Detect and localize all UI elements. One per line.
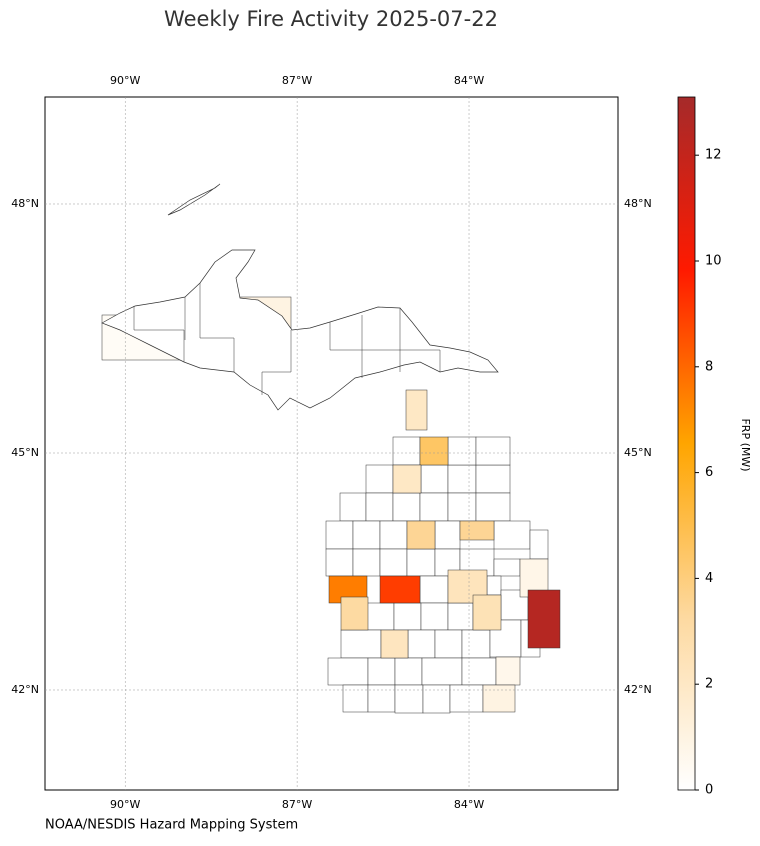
county xyxy=(434,520,461,550)
fire-county xyxy=(419,436,449,466)
x-tick-label: 90°W xyxy=(110,74,140,87)
county xyxy=(486,575,502,596)
county xyxy=(352,520,381,550)
x-tick-label: 90°W xyxy=(110,798,140,811)
county-borders xyxy=(133,283,441,395)
county xyxy=(394,684,424,714)
y-tick-label: 42°N xyxy=(11,683,39,696)
county xyxy=(367,684,396,713)
fire-county xyxy=(495,656,521,686)
county xyxy=(325,548,354,577)
y-tick-label: 45°N xyxy=(624,446,652,459)
map-frame xyxy=(44,96,619,791)
colorbar-tick-label: 10 xyxy=(705,253,722,268)
county xyxy=(493,558,521,577)
county xyxy=(475,492,511,522)
fire-county xyxy=(340,596,369,631)
map-title: Weekly Fire Activity 2025-07-22 xyxy=(164,7,498,31)
colorbar-tick-label: 12 xyxy=(705,148,722,163)
county xyxy=(421,657,463,686)
county xyxy=(461,629,491,659)
county xyxy=(394,657,423,686)
y-tick-label: 48°N xyxy=(11,197,39,210)
county xyxy=(475,464,511,494)
y-tick-label: 48°N xyxy=(624,197,652,210)
county xyxy=(352,548,381,577)
fire-county xyxy=(392,464,422,494)
colorbar-tick-label: 0 xyxy=(705,783,713,798)
upper-peninsula xyxy=(101,249,499,411)
county xyxy=(419,492,449,522)
fire-county xyxy=(527,589,561,649)
fire-county xyxy=(379,575,421,604)
colorbar-label: FRP (MW) xyxy=(739,418,752,471)
colorbar-tick-label: 6 xyxy=(705,465,713,480)
county xyxy=(340,629,382,659)
county xyxy=(407,629,436,659)
fire-county xyxy=(482,684,516,713)
fire-county xyxy=(380,629,409,659)
county xyxy=(475,436,511,466)
y-tick-label: 42°N xyxy=(624,683,652,696)
county xyxy=(342,684,369,713)
colorbar-tick-label: 4 xyxy=(705,571,713,586)
county xyxy=(422,684,451,714)
fire-county xyxy=(406,520,436,550)
county xyxy=(367,657,396,686)
county xyxy=(493,520,531,550)
county xyxy=(434,629,463,659)
fire-county xyxy=(472,594,502,631)
y-tick-label: 45°N xyxy=(11,446,39,459)
county xyxy=(447,464,477,494)
fire-county xyxy=(447,569,488,604)
fire-county xyxy=(459,520,495,541)
county xyxy=(420,464,449,494)
county xyxy=(339,492,367,522)
county xyxy=(365,464,394,494)
county xyxy=(393,602,422,631)
county xyxy=(379,520,408,550)
colorbar xyxy=(677,96,696,791)
county xyxy=(325,520,354,550)
county xyxy=(447,492,477,522)
x-tick-label: 84°W xyxy=(454,74,484,87)
isle-royale xyxy=(167,183,221,216)
x-tick-label: 84°W xyxy=(454,798,484,811)
county xyxy=(529,529,549,560)
colorbar-tick-label: 2 xyxy=(705,677,713,692)
county xyxy=(392,492,421,522)
county xyxy=(419,575,449,604)
county xyxy=(392,436,421,466)
source-credit: NOAA/NESDIS Hazard Mapping System xyxy=(45,818,298,833)
county xyxy=(327,657,369,686)
county xyxy=(406,548,436,577)
county xyxy=(420,602,449,631)
x-tick-label: 87°W xyxy=(282,74,312,87)
county xyxy=(365,492,394,522)
county xyxy=(449,684,484,713)
county xyxy=(461,657,497,686)
county xyxy=(379,548,408,577)
fire-county xyxy=(405,389,428,431)
county xyxy=(447,436,477,466)
colorbar-tick-label: 8 xyxy=(705,359,713,374)
x-tick-label: 87°W xyxy=(282,798,312,811)
county xyxy=(366,602,395,631)
